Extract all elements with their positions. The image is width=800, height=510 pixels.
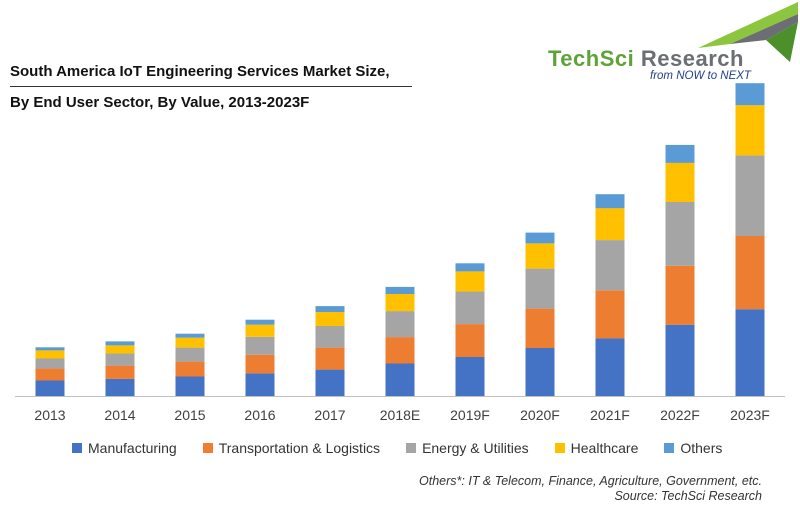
title-line-2: By End User Sector, By Value, 2013-2023F bbox=[10, 94, 310, 111]
bar-segment-manufacturing-2022f bbox=[665, 324, 695, 396]
x-tick-label: 2020F bbox=[520, 407, 560, 423]
bar-segment-manufacturing-2021f bbox=[595, 338, 625, 396]
bar-segment-others-2015 bbox=[175, 333, 205, 338]
chart-legend: Manufacturing Transportation & Logistics E… bbox=[72, 438, 748, 458]
x-tick-label: 2019F bbox=[450, 407, 490, 423]
x-tick-label: 2015 bbox=[174, 407, 205, 423]
bar-segment-others-2022f bbox=[665, 144, 695, 163]
x-tick-label: 2021F bbox=[590, 407, 630, 423]
bar-segment-others-2013 bbox=[35, 347, 65, 351]
bar-segment-transportation-logistics-2016 bbox=[245, 354, 275, 374]
legend-item: Energy & Utilities bbox=[406, 440, 529, 456]
legend-swatch bbox=[202, 443, 213, 453]
bar-segment-manufacturing-2014 bbox=[105, 378, 135, 396]
bar-segment-manufacturing-2019f bbox=[455, 356, 485, 396]
bar-segment-energy-utilities-2017 bbox=[315, 325, 345, 348]
x-tick-label: 2023F bbox=[730, 407, 770, 423]
bar-segment-others-2018e bbox=[385, 286, 415, 294]
legend-swatch bbox=[664, 443, 675, 453]
legend-label: Manufacturing bbox=[88, 440, 177, 456]
bar-segment-healthcare-2014 bbox=[105, 345, 135, 354]
bar-segment-others-2023f bbox=[735, 83, 765, 106]
x-tick-label: 2013 bbox=[34, 407, 65, 423]
others-note: Others*: IT & Telecom, Finance, Agricult… bbox=[419, 474, 762, 488]
logo-tagline: from NOW to NEXT bbox=[650, 70, 751, 82]
footnote: Others*: IT & Telecom, Finance, Agricult… bbox=[419, 474, 762, 504]
bar-segment-healthcare-2019f bbox=[455, 271, 485, 292]
legend-swatch bbox=[554, 443, 565, 453]
bar-segment-healthcare-2017 bbox=[315, 312, 345, 326]
bar-segment-transportation-logistics-2021f bbox=[595, 290, 625, 339]
legend-swatch bbox=[72, 443, 82, 453]
x-tick-label: 2017 bbox=[314, 407, 345, 423]
title-line-1: South America IoT Engineering Services M… bbox=[10, 60, 412, 87]
legend-item: Healthcare bbox=[554, 440, 639, 456]
bar-segment-energy-utilities-2023f bbox=[735, 155, 765, 236]
legend-label: Others bbox=[680, 440, 723, 456]
legend-label: Energy & Utilities bbox=[422, 440, 529, 456]
logo-brand-part2: Research bbox=[634, 46, 744, 71]
bar-segment-transportation-logistics-2023f bbox=[735, 236, 765, 310]
legend-item: Transportation & Logistics bbox=[202, 440, 381, 456]
bar-segment-energy-utilities-2015 bbox=[175, 347, 205, 362]
legend-label: Healthcare bbox=[570, 440, 639, 456]
bar-segment-transportation-logistics-2014 bbox=[105, 365, 135, 379]
bar-segment-others-2020f bbox=[525, 232, 555, 244]
bar-segment-others-2016 bbox=[245, 319, 275, 325]
bar-segment-healthcare-2021f bbox=[595, 208, 625, 240]
bar-segment-energy-utilities-2019f bbox=[455, 291, 485, 325]
bar-segment-healthcare-2016 bbox=[245, 324, 275, 337]
bar-segment-manufacturing-2020f bbox=[525, 347, 555, 396]
bar-segment-energy-utilities-2021f bbox=[595, 240, 625, 291]
bar-segment-transportation-logistics-2022f bbox=[665, 265, 695, 325]
x-tick-label: 2018E bbox=[380, 407, 420, 423]
bar-segment-healthcare-2020f bbox=[525, 243, 555, 269]
bar-segment-healthcare-2015 bbox=[175, 337, 205, 348]
logo-brand: TechSci Research bbox=[548, 46, 744, 72]
bar-segment-energy-utilities-2018e bbox=[385, 311, 415, 338]
bar-segment-transportation-logistics-2015 bbox=[175, 361, 205, 377]
bar-segment-manufacturing-2018e bbox=[385, 363, 415, 396]
x-tick-label: 2016 bbox=[244, 407, 275, 423]
bar-segment-transportation-logistics-2020f bbox=[525, 308, 555, 348]
chart-title: South America IoT Engineering Services M… bbox=[10, 60, 430, 115]
bar-segment-others-2019f bbox=[455, 263, 485, 272]
legend-label: Transportation & Logistics bbox=[218, 440, 381, 456]
bar-segment-transportation-logistics-2013 bbox=[35, 368, 65, 381]
legend-item: Manufacturing bbox=[72, 440, 177, 456]
bar-segment-energy-utilities-2014 bbox=[105, 353, 135, 366]
bar-segment-healthcare-2018e bbox=[385, 294, 415, 312]
bar-segment-transportation-logistics-2017 bbox=[315, 347, 345, 370]
bar-segment-energy-utilities-2022f bbox=[665, 201, 695, 266]
bar-segment-transportation-logistics-2018e bbox=[385, 337, 415, 364]
logo-swoosh-icon bbox=[698, 2, 798, 62]
x-tick-label: 2014 bbox=[104, 407, 135, 423]
bar-segment-manufacturing-2013 bbox=[35, 380, 65, 396]
bar-segment-others-2014 bbox=[105, 341, 135, 346]
bar-segment-manufacturing-2017 bbox=[315, 369, 345, 396]
bar-segment-manufacturing-2015 bbox=[175, 376, 205, 396]
legend-swatch bbox=[406, 443, 417, 453]
bar-segment-energy-utilities-2016 bbox=[245, 336, 275, 355]
bar-segment-healthcare-2013 bbox=[35, 350, 65, 359]
techsci-logo: TechSci Research from NOW to NEXT bbox=[540, 0, 800, 90]
bar-segment-energy-utilities-2013 bbox=[35, 358, 65, 369]
bar-segment-transportation-logistics-2019f bbox=[455, 324, 485, 357]
bar-segment-healthcare-2023f bbox=[735, 105, 765, 156]
bar-segment-manufacturing-2023f bbox=[735, 309, 765, 396]
bar-segment-others-2021f bbox=[595, 194, 625, 209]
bar-segment-healthcare-2022f bbox=[665, 162, 695, 202]
bar-segment-energy-utilities-2020f bbox=[525, 268, 555, 309]
source-note: Source: TechSci Research bbox=[614, 489, 762, 503]
logo-brand-part1: TechSci bbox=[548, 46, 635, 71]
x-tick-label: 2022F bbox=[660, 407, 700, 423]
legend-item: Others bbox=[664, 440, 722, 456]
bar-segment-manufacturing-2016 bbox=[245, 373, 275, 396]
bar-segment-others-2017 bbox=[315, 306, 345, 312]
